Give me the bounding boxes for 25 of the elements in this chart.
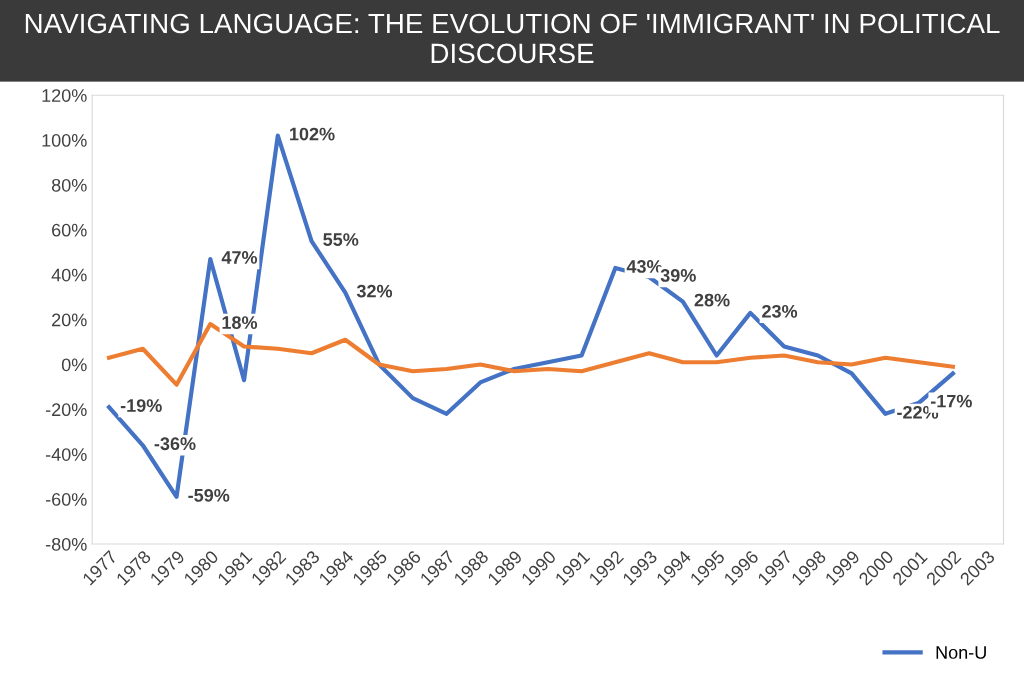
data-label: 55% (323, 233, 359, 246)
data-label: -59% (188, 488, 230, 502)
data-label: 39% (660, 269, 696, 282)
y-tick-label: -60% (45, 493, 87, 506)
y-tick-label: 0% (61, 358, 87, 372)
data-label: -17% (930, 394, 972, 408)
y-tick-label: -20% (45, 403, 87, 417)
data-label: 28% (694, 293, 730, 307)
y-tick-label: -40% (45, 448, 87, 461)
y-tick-label: 120% (42, 89, 87, 102)
y-tick-label: 20% (52, 313, 87, 327)
chart-title: NAVIGATING LANGUAGE: THE EVOLUTION OF 'IMMIGRANT' IN POLITICAL DISCOURSE (25, 13, 1000, 64)
y-tick-label: 80% (51, 178, 87, 192)
data-label: 47% (221, 251, 258, 264)
data-label: 32% (356, 284, 393, 298)
data-label: -36% (154, 437, 196, 451)
y-tick-label: 100% (42, 134, 87, 147)
data-label: 102% (290, 127, 335, 141)
data-label: -19% (120, 399, 162, 412)
data-label: 18% (222, 316, 258, 329)
y-tick-label: 60% (52, 223, 87, 237)
y-tick-label: 40% (51, 268, 87, 282)
legend-label: Non-U (936, 646, 986, 659)
y-tick-label: -80% (45, 537, 87, 551)
data-label: 23% (762, 304, 798, 318)
